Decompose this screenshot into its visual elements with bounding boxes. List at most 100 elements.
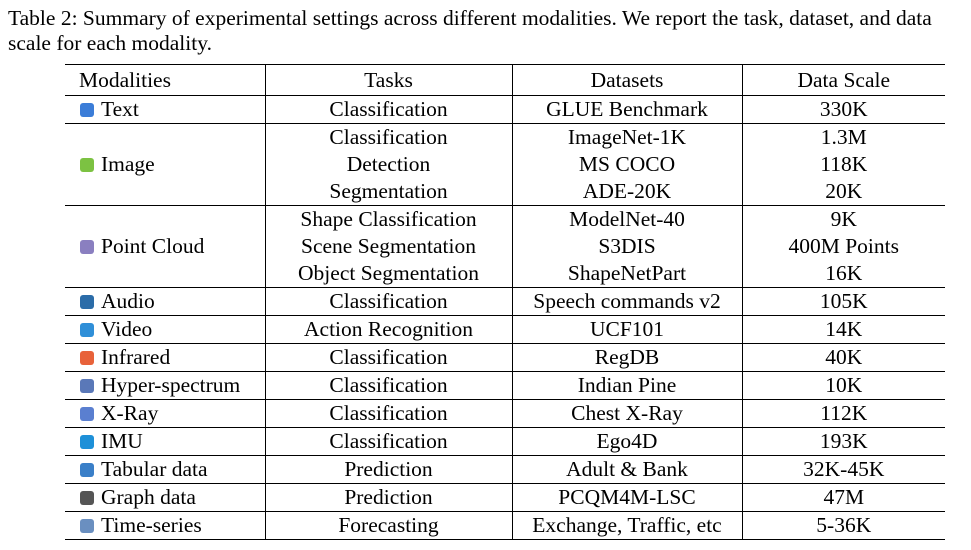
dataset: ModelNet-40 bbox=[569, 207, 685, 231]
scale: 193K bbox=[819, 429, 868, 453]
scale: 118K bbox=[820, 152, 868, 176]
scale: 112K bbox=[820, 401, 868, 425]
task: Classification bbox=[329, 373, 448, 397]
scale: 1.3M bbox=[820, 125, 867, 149]
modality-cell: Text bbox=[65, 95, 265, 124]
table-row: Audio Classification Speech commands v2 105… bbox=[65, 287, 945, 316]
modality-icon bbox=[80, 379, 94, 393]
table-row: Image Classification Detection Segmentation… bbox=[65, 123, 945, 206]
scales-cell: 10K bbox=[741, 371, 945, 400]
table-row: X-Ray Classification Chest X-Ray 112K bbox=[65, 399, 945, 428]
modality-name: IMU bbox=[101, 429, 143, 453]
tasks-cell: Prediction bbox=[264, 483, 512, 512]
modality-name: Graph data bbox=[101, 485, 196, 509]
scales-cell: 105K bbox=[741, 287, 945, 316]
table-row: Hyper-spectrum Classification Indian Pine 1… bbox=[65, 371, 945, 400]
modality-cell: Graph data bbox=[65, 483, 265, 512]
icon-shape bbox=[80, 463, 94, 477]
modality-cell: Infrared bbox=[65, 343, 265, 372]
task: Object Segmentation bbox=[298, 261, 479, 285]
task: Action Recognition bbox=[304, 317, 473, 341]
column-header: Datasets bbox=[511, 64, 742, 96]
datasets-cell: Exchange, Traffic, etc bbox=[511, 511, 742, 540]
task: Prediction bbox=[344, 457, 433, 481]
column-header: Data Scale bbox=[741, 64, 945, 96]
task: Shape Classification bbox=[300, 207, 477, 231]
task: Segmentation bbox=[329, 179, 448, 203]
task: Classification bbox=[329, 429, 448, 453]
scales-cell: 14K bbox=[741, 315, 945, 344]
datasets-cell: Speech commands v2 bbox=[511, 287, 742, 316]
task: Classification bbox=[329, 401, 448, 425]
settings-table: Modalities Tasks Datasets Data Scale Text Cl… bbox=[65, 64, 945, 540]
datasets-cell: PCQM4M-LSC bbox=[511, 483, 742, 512]
scale: 40K bbox=[825, 345, 863, 369]
table-row: IMU Classification Ego4D 193K bbox=[65, 427, 945, 456]
table-row: Text Classification GLUE Benchmark 330K bbox=[65, 95, 945, 124]
modality-cell: Audio bbox=[65, 287, 265, 316]
dataset: Speech commands v2 bbox=[533, 289, 721, 313]
tasks-cell: Classification bbox=[264, 371, 512, 400]
dataset: RegDB bbox=[594, 345, 660, 369]
dataset: UCF101 bbox=[589, 317, 665, 341]
modality-icon bbox=[80, 351, 94, 365]
icon-shape bbox=[80, 295, 94, 309]
tasks-cell: Classification bbox=[264, 399, 512, 428]
tasks-cell: Prediction bbox=[264, 455, 512, 484]
scales-cell: 47M bbox=[741, 483, 945, 512]
icon-shape bbox=[80, 519, 94, 533]
header-row: Modalities Tasks Datasets Data Scale bbox=[65, 64, 945, 96]
dataset: GLUE Benchmark bbox=[546, 97, 708, 121]
datasets-cell: UCF101 bbox=[511, 315, 742, 344]
modality-icon bbox=[80, 103, 94, 117]
scale: 14K bbox=[825, 317, 863, 341]
dataset: ShapeNetPart bbox=[567, 261, 687, 285]
scales-cell: 1.3M 118K 20K bbox=[741, 123, 945, 206]
scales-cell: 193K bbox=[741, 427, 945, 456]
modality-name: Hyper-spectrum bbox=[101, 373, 241, 397]
dataset: MS COCO bbox=[578, 152, 676, 176]
icon-shape bbox=[80, 491, 94, 505]
modality-name: Video bbox=[101, 317, 153, 341]
task: Prediction bbox=[344, 485, 433, 509]
scale: 20K bbox=[825, 179, 863, 203]
caption: Table 2: Summary of experimental setting… bbox=[8, 6, 932, 55]
modality-cell: Tabular data bbox=[65, 455, 265, 484]
modality-cell: Video bbox=[65, 315, 265, 344]
modality-icon bbox=[80, 407, 94, 421]
dataset: Exchange, Traffic, etc bbox=[532, 513, 722, 537]
icon-shape bbox=[80, 351, 94, 365]
scale: 9K bbox=[830, 207, 857, 231]
modality-cell: X-Ray bbox=[65, 399, 265, 428]
table-body: Text Classification GLUE Benchmark 330K Imag… bbox=[65, 95, 945, 540]
tasks-cell: Forecasting bbox=[264, 511, 512, 540]
tasks-cell: Classification bbox=[264, 427, 512, 456]
datasets-cell: ImageNet-1K MS COCO ADE-20K bbox=[511, 123, 742, 206]
scales-cell: 5-36K bbox=[741, 511, 945, 540]
scales-cell: 330K bbox=[741, 95, 945, 124]
table-row: Infrared Classification RegDB 40K bbox=[65, 343, 945, 372]
modality-name: Tabular data bbox=[101, 457, 208, 481]
modality-name: X-Ray bbox=[101, 401, 159, 425]
scales-cell: 40K bbox=[741, 343, 945, 372]
column-header: Tasks bbox=[264, 64, 512, 96]
tasks-cell: Shape Classification Scene Segmentation Ob… bbox=[264, 205, 512, 288]
table-row: Point Cloud Shape Classification Scene Seg… bbox=[65, 205, 945, 288]
scale: 105K bbox=[819, 289, 868, 313]
modality-icon bbox=[80, 435, 94, 449]
icon-shape bbox=[80, 240, 94, 254]
table-row: Graph data Prediction PCQM4M-LSC 47M bbox=[65, 483, 945, 512]
dataset: Indian Pine bbox=[577, 373, 677, 397]
scale: 16K bbox=[825, 261, 863, 285]
task: Scene Segmentation bbox=[301, 234, 476, 258]
datasets-cell: Chest X-Ray bbox=[511, 399, 742, 428]
modality-name: Point Cloud bbox=[101, 234, 205, 258]
modality-icon bbox=[80, 491, 94, 505]
modality-icon bbox=[80, 295, 94, 309]
modality-name: Time-series bbox=[101, 513, 202, 537]
dataset: ADE-20K bbox=[582, 179, 672, 203]
scale: 330K bbox=[819, 97, 868, 121]
datasets-cell: Ego4D bbox=[511, 427, 742, 456]
task: Classification bbox=[329, 289, 448, 313]
